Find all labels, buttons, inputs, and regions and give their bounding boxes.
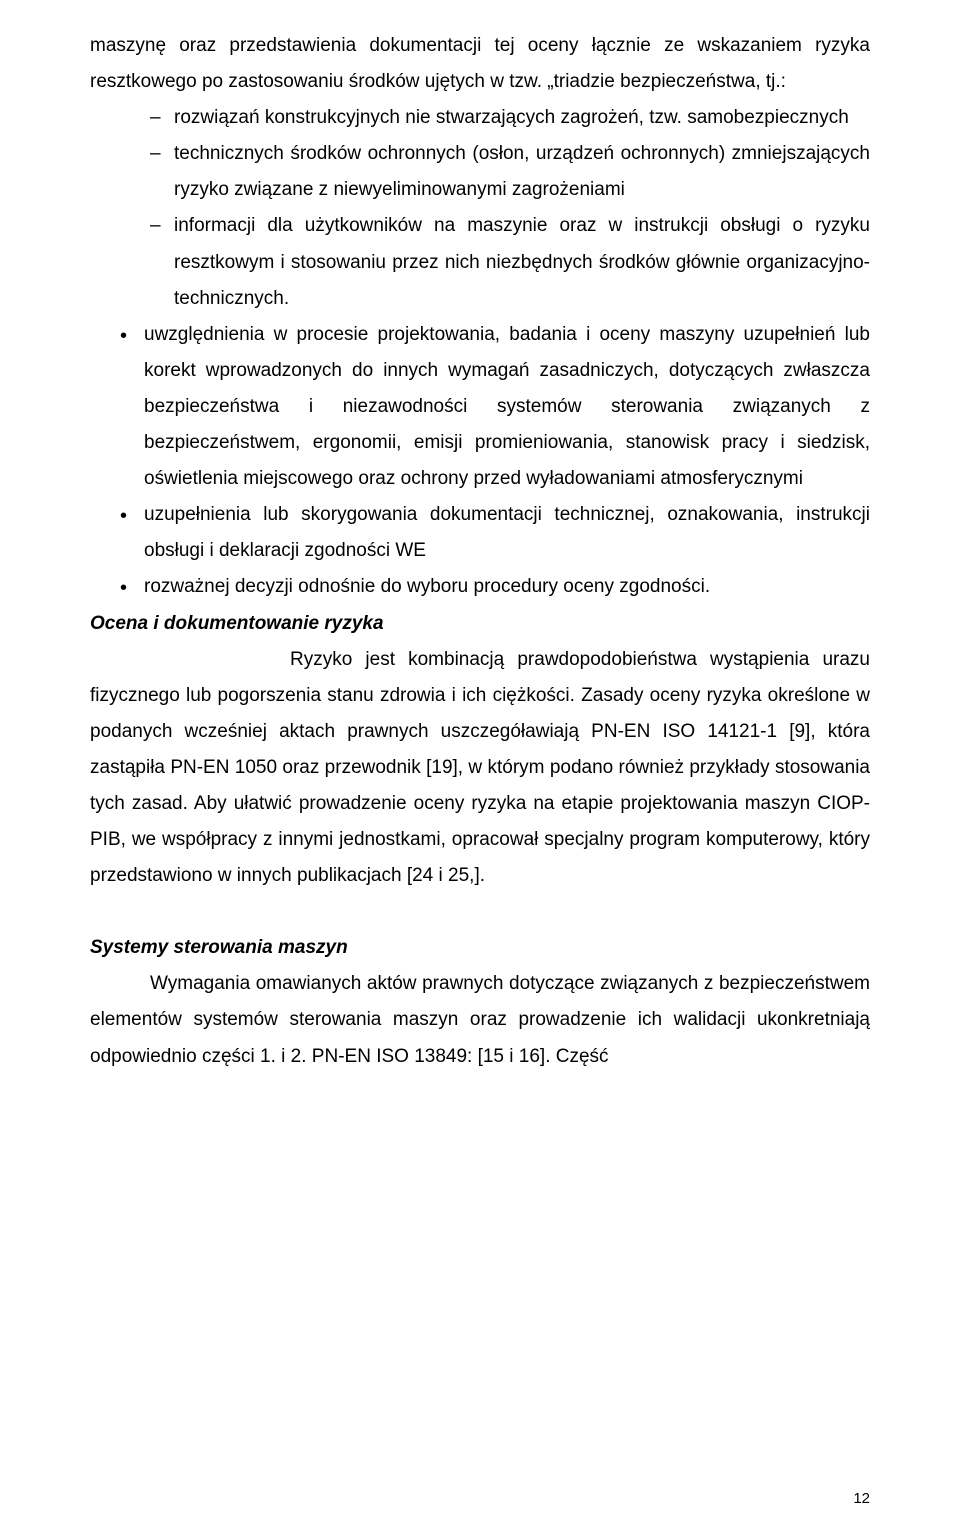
spacer	[90, 894, 870, 930]
bullet-item: uwzględnienia w procesie projektowania, …	[120, 317, 870, 497]
bullet-item: uzupełnienia lub skorygowania dokumentac…	[120, 497, 870, 569]
bullet-list: uwzględnienia w procesie projektowania, …	[90, 317, 870, 606]
bullet-item: rozważnej decyzji odnośnie do wyboru pro…	[120, 569, 870, 605]
section-heading-control: Systemy sterowania maszyn	[90, 930, 870, 966]
dash-item: technicznych środków ochronnych (osłon, …	[150, 136, 870, 208]
dash-item: rozwiązań konstrukcyjnych nie stwarzając…	[150, 100, 870, 136]
dash-list: rozwiązań konstrukcyjnych nie stwarzając…	[90, 100, 870, 317]
section-body-risk: Ryzyko jest kombinacją prawdopodobieństw…	[90, 642, 870, 895]
dash-item: informacji dla użytkowników na maszynie …	[150, 208, 870, 316]
intro-paragraph: maszynę oraz przedstawienia dokumentacji…	[90, 28, 870, 100]
section-body-control: Wymagania omawianych aktów prawnych doty…	[90, 966, 870, 1074]
document-page: maszynę oraz przedstawienia dokumentacji…	[0, 0, 960, 1533]
section-heading-risk: Ocena i dokumentowanie ryzyka	[90, 606, 870, 642]
page-number: 12	[853, 1485, 870, 1514]
